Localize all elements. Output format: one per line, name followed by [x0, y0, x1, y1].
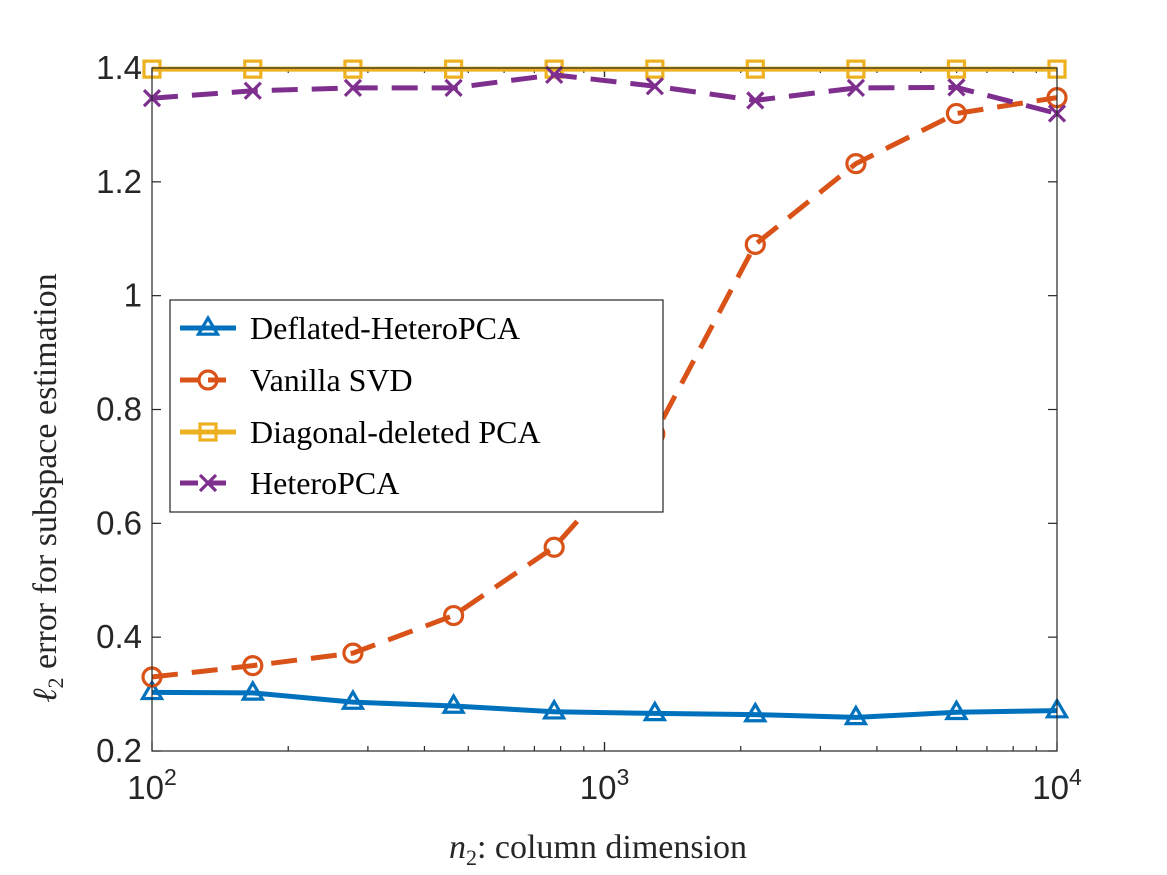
data-point	[541, 698, 567, 720]
series-deflated-heteropca	[139, 679, 1070, 726]
data-point	[645, 77, 664, 96]
y-axis-title-rest: error for subspace estimation	[27, 273, 64, 677]
x-tick-label-base: 10	[580, 769, 617, 806]
legend-label: Deflated-HeteroPCA	[250, 310, 520, 346]
data-point	[745, 59, 765, 79]
data-point	[543, 536, 565, 558]
data-point	[441, 692, 466, 714]
data-point	[243, 59, 263, 79]
data-point	[843, 704, 869, 726]
data-point	[845, 153, 867, 175]
data-point	[343, 59, 363, 79]
legend-swatch-marker	[198, 473, 218, 493]
data-point	[442, 604, 465, 627]
data-point	[444, 78, 463, 98]
series-line	[151, 72, 1058, 116]
x-axis-title: n2: column dimension	[449, 829, 747, 870]
x-tick-label-base: 10	[1032, 769, 1069, 806]
x-tick-label: 104	[1032, 764, 1082, 806]
y-axis-title-var: ℓ	[27, 688, 64, 702]
data-point	[545, 65, 564, 84]
series-line	[151, 95, 1058, 680]
data-point	[944, 699, 969, 721]
y-tick-label: 1	[124, 277, 142, 314]
data-point	[240, 679, 266, 701]
x-axis-title-rest: : column dimension	[477, 829, 747, 866]
series-heteropca	[142, 65, 1067, 123]
data-point	[242, 655, 264, 677]
legend-box	[169, 299, 664, 513]
x-tick-label: 102	[127, 764, 177, 806]
legend-label: Vanilla SVD	[250, 362, 413, 398]
y-tick-label: 1.4	[96, 49, 142, 86]
x-tick-label-exponent: 4	[1069, 764, 1082, 790]
legend: Deflated-HeteroPCA Vanilla SVD Diagonal-de…	[169, 299, 664, 513]
data-point	[946, 59, 967, 79]
series-diagonal-deleted-pca	[142, 59, 1067, 79]
x-tick-label-base: 10	[127, 769, 164, 806]
legend-item-vanilla-svd: Vanilla SVD	[180, 362, 413, 398]
legend-label: Diagonal-deleted PCA	[250, 414, 541, 450]
x-axis-title-var: n	[449, 829, 466, 866]
x-tick-labels: 102 103 104	[127, 764, 1082, 806]
x-tick-label-exponent: 3	[616, 764, 629, 790]
legend-item-diagonal-deleted-pca: Diagonal-deleted PCA	[180, 414, 541, 450]
legend-swatch-marker	[195, 314, 221, 336]
x-tick-label-exponent: 2	[164, 764, 177, 790]
plot-frame	[151, 67, 1058, 752]
series-layer	[139, 59, 1070, 726]
legend-label: HeteroPCA	[250, 465, 399, 501]
data-point	[744, 233, 766, 256]
series-line	[151, 689, 1058, 720]
legend-swatch-marker	[198, 422, 218, 442]
data-point	[243, 81, 262, 100]
y-tick-label: 0.2	[96, 732, 142, 769]
y-tick-label: 1.2	[96, 163, 142, 200]
y-tick-label: 0.4	[96, 618, 142, 655]
y-axis-title: ℓ2 error for subspace estimation	[27, 273, 68, 702]
data-point	[746, 91, 765, 110]
legend-item-heteropca: HeteroPCA	[180, 465, 399, 501]
data-point	[947, 78, 966, 97]
data-point	[340, 688, 366, 710]
y-axis-title-sub: 2	[43, 677, 68, 688]
data-point	[343, 78, 363, 98]
data-point	[846, 59, 866, 79]
data-point	[846, 78, 866, 98]
x-tick-label: 103	[580, 764, 630, 806]
legend-item-deflated-heteropca: Deflated-HeteroPCA	[180, 310, 520, 346]
data-point	[642, 700, 668, 722]
data-point	[743, 701, 768, 723]
y-tick-labels: 0.2 0.4 0.6 0.8 1 1.2 1.4	[96, 49, 142, 769]
series-vanilla-svd	[141, 86, 1068, 688]
y-tick-label: 0.8	[96, 391, 142, 428]
data-point	[645, 59, 665, 79]
legend-swatch-marker	[197, 369, 219, 391]
y-tick-label: 0.6	[96, 504, 142, 541]
x-axis-title-sub: 2	[466, 845, 477, 870]
data-point	[342, 642, 364, 664]
data-point	[945, 102, 968, 125]
data-point	[443, 59, 464, 79]
